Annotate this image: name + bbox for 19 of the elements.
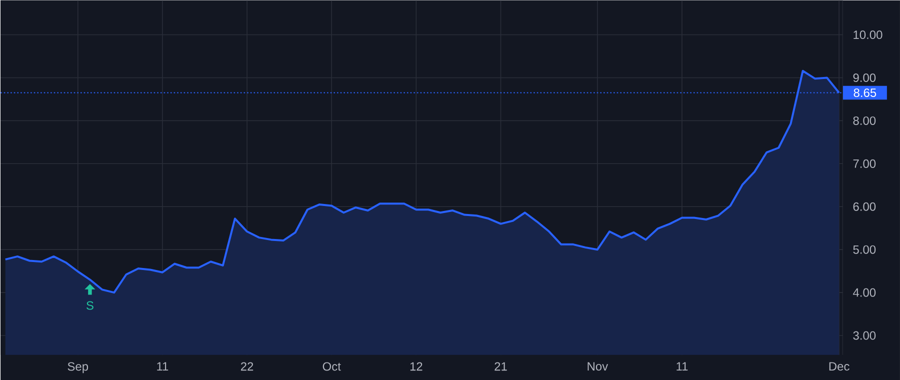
x-tick-label: 21	[494, 362, 507, 371]
x-tick-label: 12	[410, 362, 422, 371]
x-tick-label: Dec	[829, 362, 850, 371]
x-tick-label: 11	[157, 362, 168, 370]
y-tick-label: 6.00	[853, 202, 876, 211]
ref-line-label: 8.65	[854, 88, 876, 97]
annotation: S	[86, 301, 94, 310]
x-tick-label: 11	[676, 362, 688, 370]
y-tick-label: 4.00	[853, 288, 876, 297]
y-tick-label: 3.00	[853, 331, 876, 340]
x-tick-label: Oct	[322, 362, 341, 371]
x-tick-label: 22	[240, 362, 254, 371]
y-tick-label: 5.00	[853, 245, 876, 254]
y-tick-label: 9.00	[853, 73, 876, 82]
y-tick-label: 8.00	[853, 116, 876, 125]
x-tick-label: Nov	[588, 362, 608, 371]
x-tick-label: Sep	[68, 362, 88, 373]
y-tick-label: 10.00	[854, 30, 882, 39]
y-tick-label: 7.00	[853, 159, 876, 168]
